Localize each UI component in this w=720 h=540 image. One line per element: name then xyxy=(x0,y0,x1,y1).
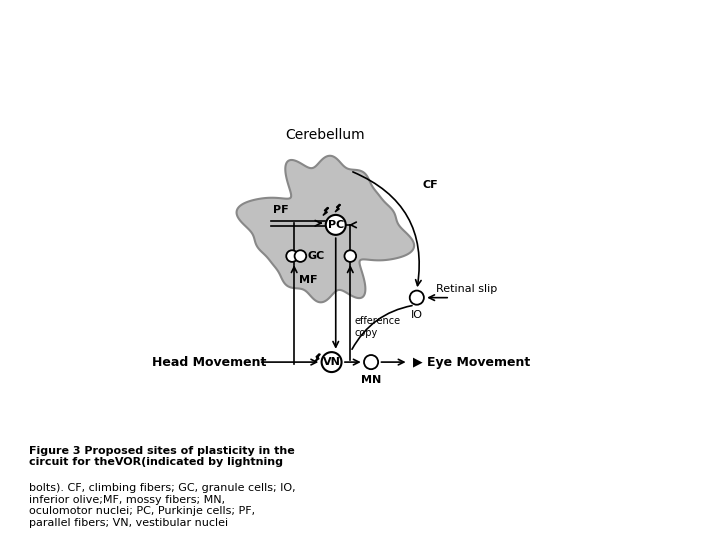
Circle shape xyxy=(344,250,356,262)
Circle shape xyxy=(294,250,306,262)
Text: GC: GC xyxy=(308,251,325,261)
Text: PC: PC xyxy=(328,220,344,230)
Text: IO: IO xyxy=(411,310,423,320)
Text: Head Movement: Head Movement xyxy=(152,356,266,369)
Circle shape xyxy=(410,291,424,305)
Text: VN: VN xyxy=(323,357,341,367)
Polygon shape xyxy=(315,354,320,362)
FancyArrowPatch shape xyxy=(352,306,412,349)
Circle shape xyxy=(287,250,298,262)
Text: efference
copy: efference copy xyxy=(354,316,400,338)
Polygon shape xyxy=(237,156,414,302)
Text: Retinal slip: Retinal slip xyxy=(436,285,497,294)
Text: ▶ Eye Movement: ▶ Eye Movement xyxy=(413,356,530,369)
Text: Cerebellum: Cerebellum xyxy=(286,129,365,143)
Text: MF: MF xyxy=(299,275,318,285)
Circle shape xyxy=(325,215,346,235)
FancyArrowPatch shape xyxy=(353,172,421,286)
Polygon shape xyxy=(323,207,328,215)
Circle shape xyxy=(322,352,341,372)
Text: Figure 3 Proposed sites of plasticity in the
circuit for theVOR(indicated by lig: Figure 3 Proposed sites of plasticity in… xyxy=(29,446,294,467)
Text: CF: CF xyxy=(422,180,438,191)
Text: MN: MN xyxy=(361,375,381,384)
Polygon shape xyxy=(335,205,341,212)
Circle shape xyxy=(364,355,378,369)
Text: PF: PF xyxy=(274,205,289,215)
Text: bolts). CF, climbing fibers; GC, granule cells; IO,
inferior olive;MF, mossy fib: bolts). CF, climbing fibers; GC, granule… xyxy=(29,483,295,528)
